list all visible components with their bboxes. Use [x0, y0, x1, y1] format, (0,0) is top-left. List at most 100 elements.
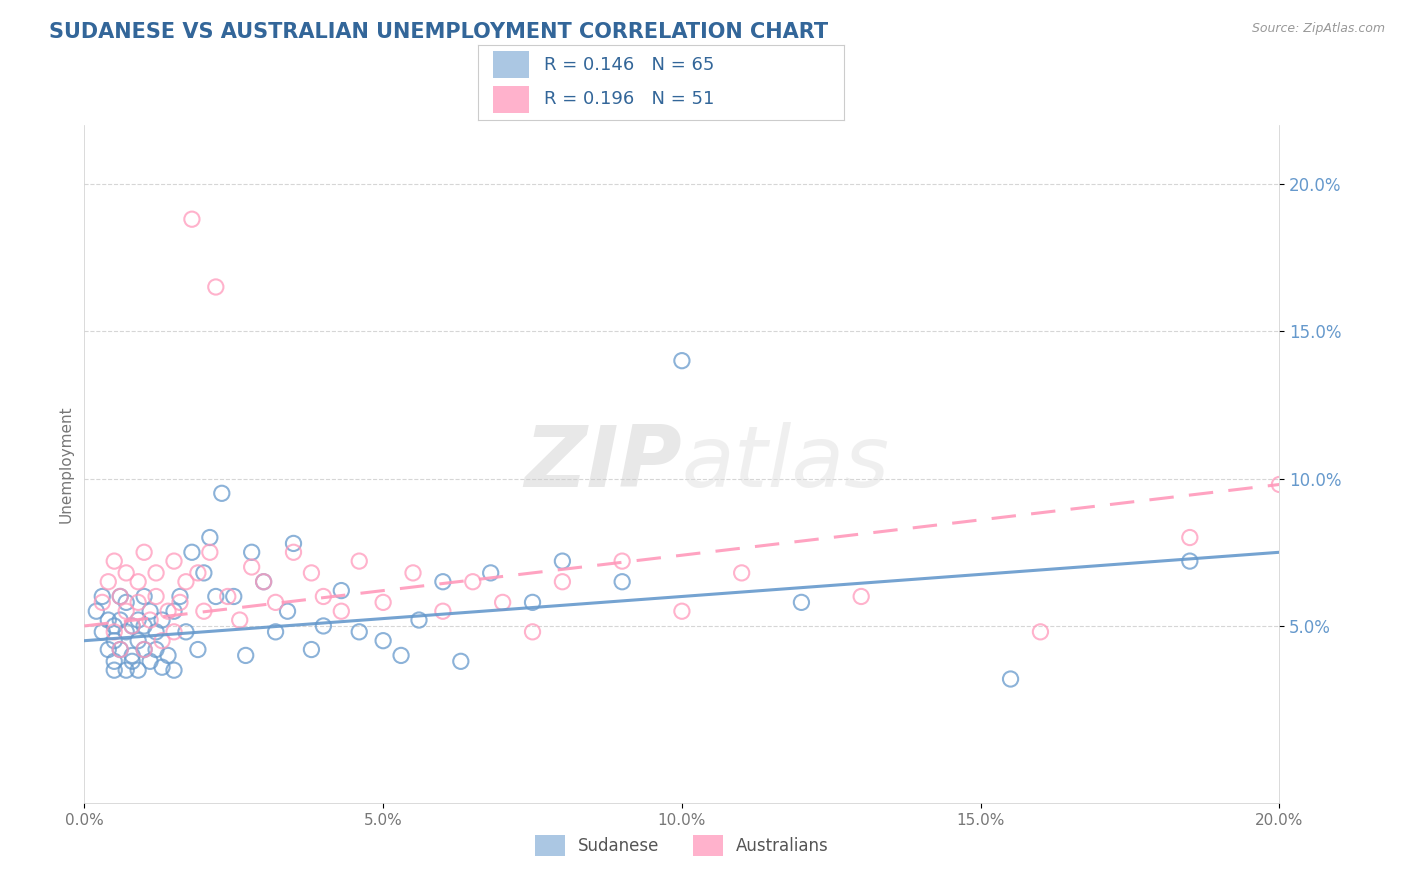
Point	[121, 619, 143, 633]
Point	[110, 642, 132, 657]
Point	[301, 642, 323, 657]
Point	[121, 654, 143, 668]
Point	[157, 604, 180, 618]
Point	[301, 566, 323, 580]
Point	[97, 574, 120, 589]
Point	[163, 604, 186, 618]
Point	[790, 595, 813, 609]
Point	[1178, 554, 1201, 568]
Point	[373, 595, 395, 609]
Point	[461, 574, 484, 589]
Point	[402, 566, 425, 580]
Point	[312, 619, 335, 633]
Text: SUDANESE VS AUSTRALIAN UNEMPLOYMENT CORRELATION CHART: SUDANESE VS AUSTRALIAN UNEMPLOYMENT CORR…	[49, 22, 828, 42]
Point	[432, 574, 454, 589]
Point	[163, 663, 186, 677]
Point	[450, 654, 472, 668]
Point	[174, 574, 197, 589]
Point	[492, 595, 515, 609]
Point	[373, 633, 395, 648]
Point	[145, 624, 167, 639]
Point	[115, 604, 138, 618]
Bar	[492, 51, 529, 78]
Point	[97, 613, 120, 627]
Point	[145, 642, 167, 657]
Point	[389, 648, 412, 663]
Point	[150, 613, 173, 627]
Point	[163, 624, 186, 639]
Point	[150, 660, 173, 674]
Point	[522, 595, 544, 609]
Point	[181, 212, 204, 227]
Legend: Sudanese, Australians: Sudanese, Australians	[529, 829, 835, 863]
Point	[127, 613, 149, 627]
Point	[217, 590, 239, 604]
Point	[551, 574, 574, 589]
Text: R = 0.146   N = 65: R = 0.146 N = 65	[544, 56, 714, 74]
Point	[86, 604, 108, 618]
Point	[91, 595, 114, 609]
Point	[110, 642, 132, 657]
Point	[612, 574, 634, 589]
Point	[132, 545, 156, 559]
Point	[264, 595, 287, 609]
Point	[145, 590, 167, 604]
Point	[132, 642, 156, 657]
Point	[169, 595, 191, 609]
Point	[139, 604, 162, 618]
Text: ZIP: ZIP	[524, 422, 682, 506]
Point	[1029, 624, 1052, 639]
Y-axis label: Unemployment: Unemployment	[58, 405, 73, 523]
Point	[145, 566, 167, 580]
Point	[671, 604, 693, 618]
Point	[110, 590, 132, 604]
Point	[127, 595, 149, 609]
Point	[103, 654, 125, 668]
Point	[91, 624, 114, 639]
Point	[115, 663, 138, 677]
Bar	[492, 86, 529, 112]
Point	[103, 624, 125, 639]
Point	[330, 604, 353, 618]
Point	[551, 554, 574, 568]
Point	[330, 583, 353, 598]
Point	[132, 590, 156, 604]
Point	[222, 590, 245, 604]
Point	[1268, 477, 1291, 491]
Point	[264, 624, 287, 639]
Text: atlas: atlas	[682, 422, 890, 506]
Point	[193, 604, 215, 618]
Point	[174, 624, 197, 639]
Point	[408, 613, 430, 627]
Point	[205, 590, 228, 604]
Point	[150, 633, 173, 648]
Point	[103, 663, 125, 677]
Point	[205, 280, 228, 294]
Point	[253, 574, 276, 589]
Point	[187, 642, 209, 657]
Point	[228, 613, 252, 627]
Point	[110, 590, 132, 604]
Point	[432, 604, 454, 618]
Point	[127, 633, 149, 648]
Point	[612, 554, 634, 568]
Point	[671, 353, 693, 368]
Point	[349, 624, 371, 639]
Point	[283, 545, 305, 559]
Point	[181, 545, 204, 559]
Point	[115, 624, 138, 639]
Point	[479, 566, 502, 580]
Text: R = 0.196   N = 51: R = 0.196 N = 51	[544, 90, 714, 108]
Point	[115, 566, 138, 580]
Point	[1178, 531, 1201, 545]
Point	[103, 554, 125, 568]
Point	[103, 633, 125, 648]
Point	[211, 486, 233, 500]
Point	[139, 654, 162, 668]
Point	[349, 554, 371, 568]
Point	[193, 566, 215, 580]
Point	[157, 648, 180, 663]
Point	[132, 619, 156, 633]
Point	[103, 619, 125, 633]
Point	[235, 648, 257, 663]
